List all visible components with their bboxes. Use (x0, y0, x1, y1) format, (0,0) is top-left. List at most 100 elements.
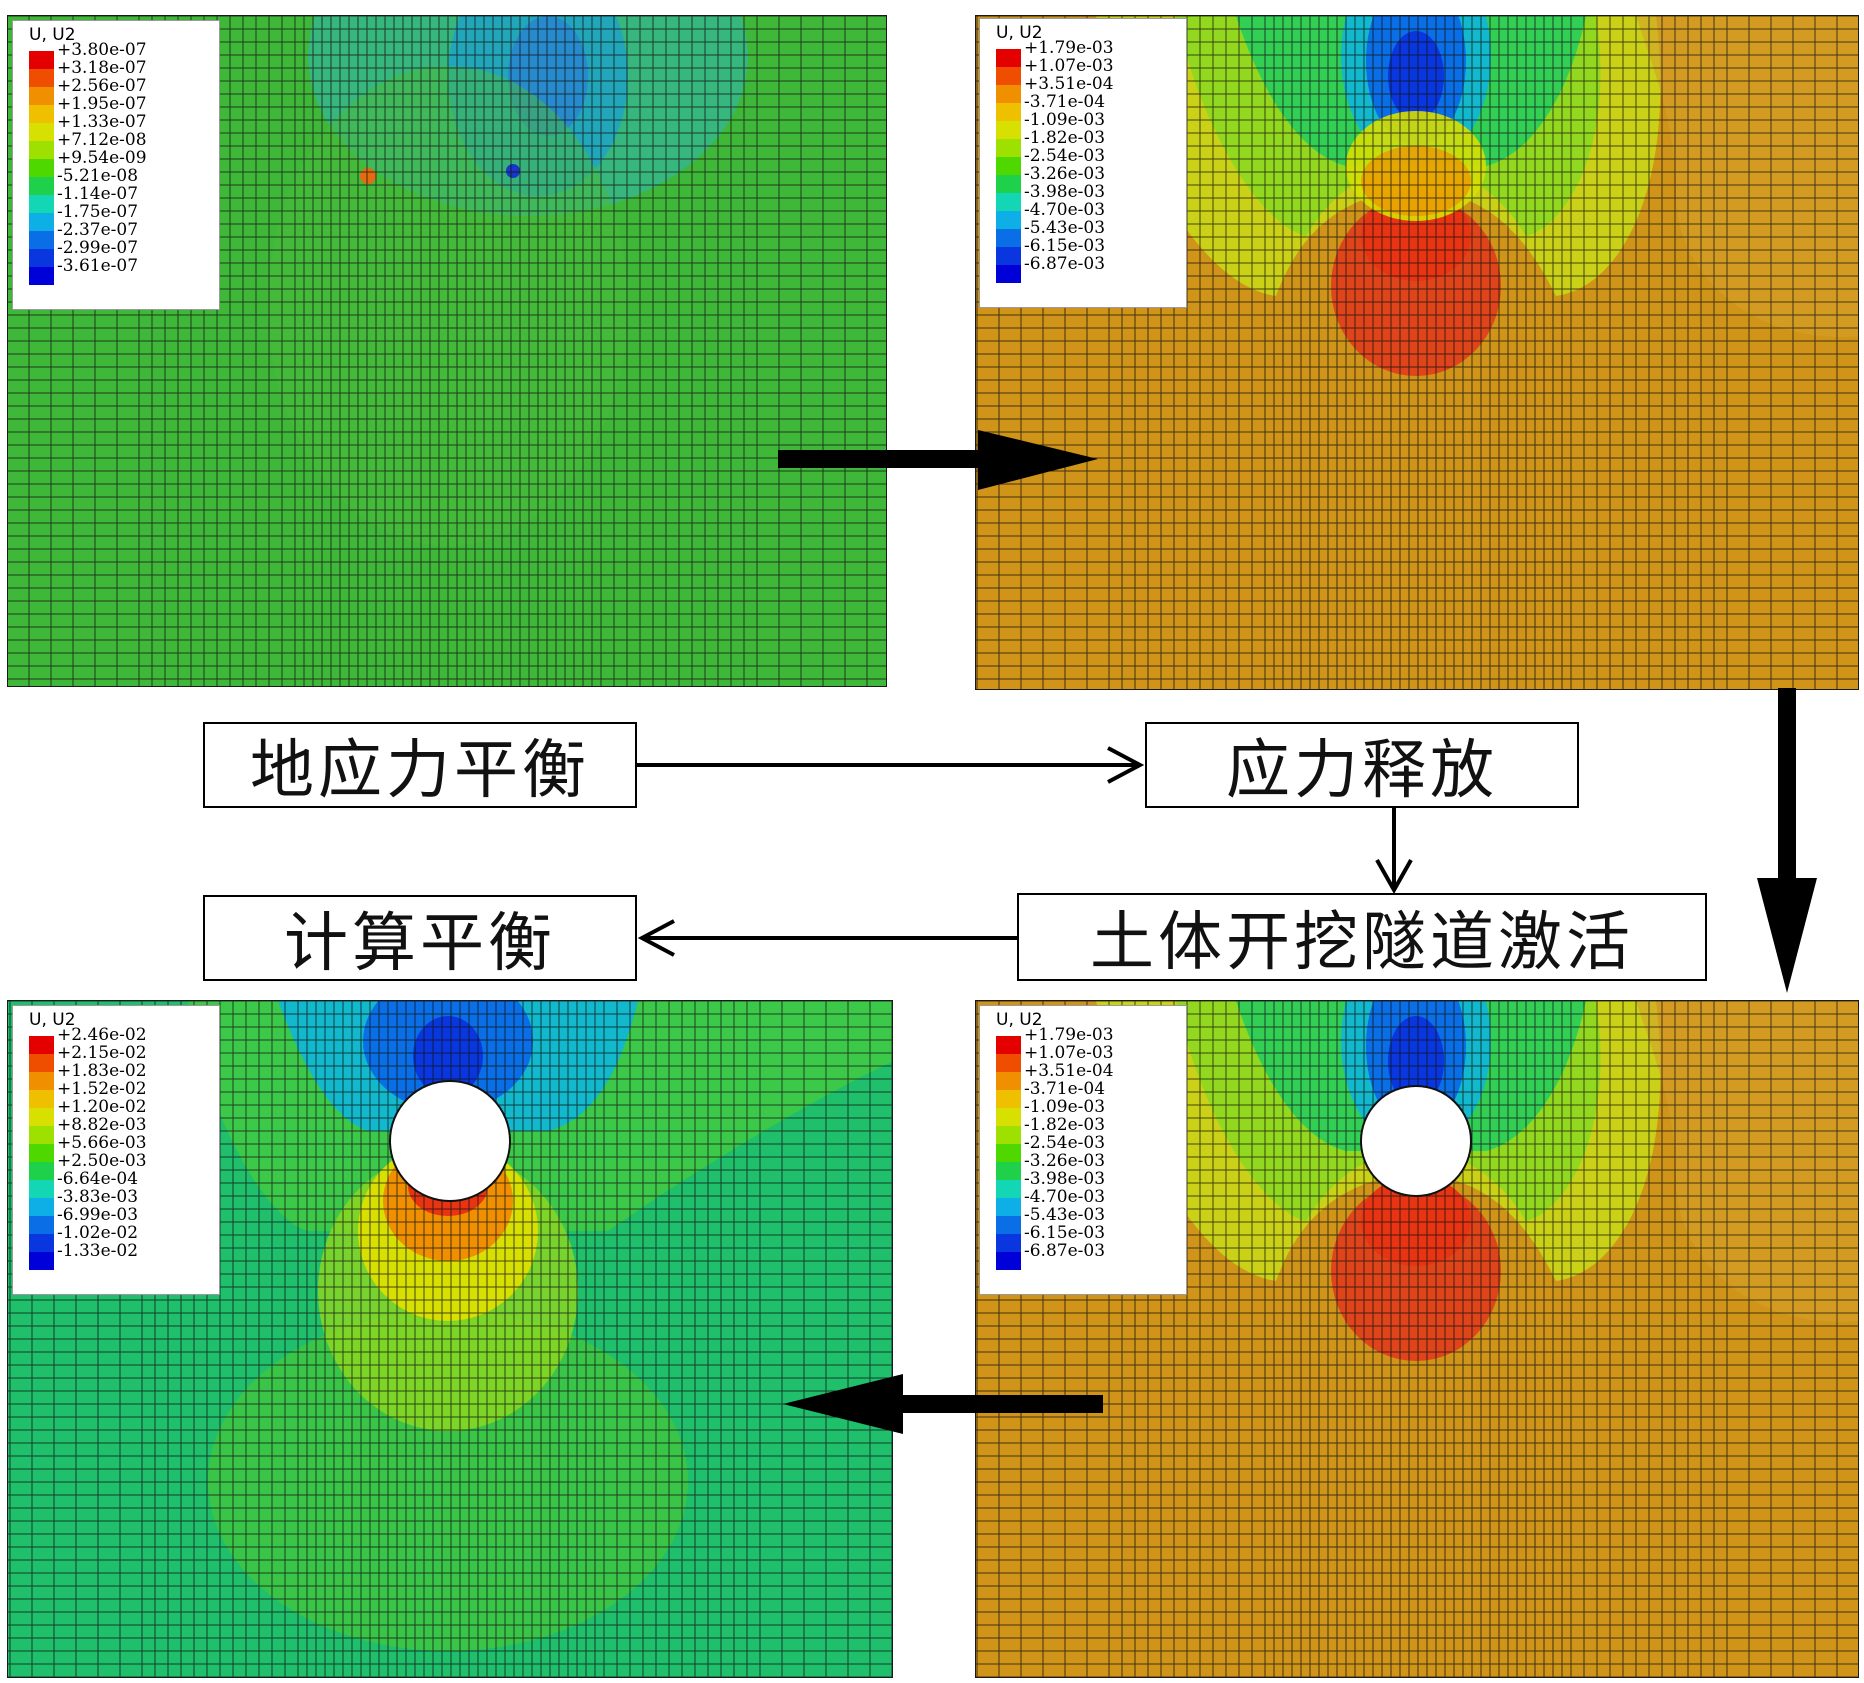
legend-value: -6.15e-03 (1024, 1223, 1106, 1243)
legend-value: -4.70e-03 (1024, 1187, 1106, 1207)
legend-swatch (996, 265, 1021, 283)
contour-plot-bottom-right (976, 1001, 1858, 1677)
legend-value: +3.51e-04 (1024, 1061, 1114, 1081)
legend-value: +5.66e-03 (57, 1133, 147, 1153)
legend-value: -5.43e-03 (1024, 1205, 1106, 1225)
legend-value: +1.20e-02 (57, 1097, 147, 1117)
thin-arrow-down (1375, 808, 1413, 895)
contour-panel-top-left: U, U2 +3.80e-07 +3.18e-07 +2.56e-07 +1.9… (7, 15, 887, 687)
legend-title: U, U2 (996, 1010, 1043, 1030)
legend-value: +1.33e-07 (57, 112, 147, 132)
step-label-stress-balance: 地应力平衡 (250, 734, 590, 808)
legend-value: -2.54e-03 (1024, 1133, 1106, 1153)
legend-value: -1.33e-02 (57, 1241, 139, 1261)
legend-swatch (29, 1180, 54, 1198)
step-box-compute-balance: 计算平衡 (203, 895, 637, 981)
legend-swatch (996, 1108, 1021, 1126)
legend-value: +1.79e-03 (1024, 1025, 1114, 1045)
legend-swatch (29, 267, 54, 285)
legend-swatch (29, 87, 54, 105)
contour-plot-top-left (8, 16, 886, 686)
legend-swatch (29, 1234, 54, 1252)
thick-arrow-down (1757, 688, 1817, 993)
legend-swatch (996, 1054, 1021, 1072)
legend-swatch (996, 1036, 1021, 1054)
legend-value: -6.99e-03 (57, 1205, 139, 1225)
legend-value: -1.14e-07 (57, 184, 139, 204)
legend-value: +3.18e-07 (57, 58, 147, 78)
legend-swatch (29, 1090, 54, 1108)
legend-title: U, U2 (29, 1010, 76, 1030)
legend-swatch (29, 1036, 54, 1054)
legend-bottom-left: U, U2 +2.46e-02 +2.15e-02 +1.83e-02 +1.5… (12, 1005, 220, 1295)
legend-swatch (996, 49, 1021, 67)
legend-top-left: U, U2 +3.80e-07 +3.18e-07 +2.56e-07 +1.9… (12, 20, 220, 310)
legend-swatch (996, 1180, 1021, 1198)
legend-swatch (996, 1234, 1021, 1252)
legend-swatch (29, 249, 54, 267)
legend-value: -1.09e-03 (1024, 1097, 1106, 1117)
legend-swatch (996, 1144, 1021, 1162)
legend-value: +2.46e-02 (57, 1025, 147, 1045)
legend-swatch (29, 69, 54, 87)
tunnel-opening (389, 1080, 511, 1202)
thin-arrow-right (637, 746, 1145, 784)
legend-swatch (29, 141, 54, 159)
legend-color-scale (29, 1036, 54, 1270)
legend-swatch (29, 231, 54, 249)
legend-value: -1.82e-03 (1024, 1115, 1106, 1135)
legend-value: -6.15e-03 (1024, 236, 1106, 256)
legend-swatch (29, 1162, 54, 1180)
legend-value: +1.79e-03 (1024, 38, 1114, 58)
legend-swatch (996, 1198, 1021, 1216)
legend-swatch (29, 1054, 54, 1072)
legend-value: -3.61e-07 (57, 256, 139, 276)
legend-value: +2.15e-02 (57, 1043, 147, 1063)
step-box-stress-release: 应力释放 (1145, 722, 1579, 808)
legend-value: -6.64e-04 (57, 1169, 139, 1189)
legend-value: -4.70e-03 (1024, 200, 1106, 220)
legend-swatch (29, 105, 54, 123)
legend-swatch (996, 229, 1021, 247)
legend-value: +7.12e-08 (57, 130, 147, 150)
mesh-grid (8, 16, 886, 686)
legend-value: +1.83e-02 (57, 1061, 147, 1081)
legend-swatch (996, 211, 1021, 229)
legend-swatch (996, 193, 1021, 211)
legend-swatch (996, 1216, 1021, 1234)
step-box-excavation: 土体开挖隧道激活 (1017, 893, 1707, 981)
legend-swatch (996, 103, 1021, 121)
step-label-compute-balance: 计算平衡 (284, 907, 556, 981)
legend-swatch (996, 1090, 1021, 1108)
legend-swatch (996, 121, 1021, 139)
legend-value: -2.99e-07 (57, 238, 139, 258)
legend-value: -3.71e-04 (1024, 92, 1106, 112)
legend-swatch (29, 51, 54, 69)
step-box-stress-balance: 地应力平衡 (203, 722, 637, 808)
legend-swatch (996, 1126, 1021, 1144)
contour-panel-top-right: U, U2 +1.79e-03 +1.07e-03 +3.51e-04 -3.7… (975, 15, 1859, 690)
legend-value: +3.51e-04 (1024, 74, 1114, 94)
legend-value: -2.54e-03 (1024, 146, 1106, 166)
legend-value: +1.07e-03 (1024, 1043, 1114, 1063)
tunnel-opening (1360, 1085, 1472, 1197)
legend-color-scale (996, 1036, 1021, 1270)
legend-value: +9.54e-09 (57, 148, 147, 168)
legend-value: -6.87e-03 (1024, 254, 1106, 274)
legend-value: -2.37e-07 (57, 220, 139, 240)
legend-swatch (996, 175, 1021, 193)
legend-swatch (29, 1252, 54, 1270)
legend-value: -6.87e-03 (1024, 1241, 1106, 1261)
legend-top-right: U, U2 +1.79e-03 +1.07e-03 +3.51e-04 -3.7… (979, 18, 1187, 308)
thin-arrow-left (637, 919, 1017, 957)
legend-color-scale (996, 49, 1021, 283)
legend-swatch (996, 139, 1021, 157)
legend-value: +1.07e-03 (1024, 56, 1114, 76)
legend-value: +1.95e-07 (57, 94, 147, 114)
legend-swatch (29, 1144, 54, 1162)
legend-bottom-right: U, U2 +1.79e-03 +1.07e-03 +3.51e-04 -3.7… (979, 1005, 1187, 1295)
legend-swatch (29, 1108, 54, 1126)
legend-swatch (29, 177, 54, 195)
contour-panel-bottom-right: U, U2 +1.79e-03 +1.07e-03 +3.51e-04 -3.7… (975, 1000, 1859, 1678)
legend-title: U, U2 (996, 23, 1043, 43)
